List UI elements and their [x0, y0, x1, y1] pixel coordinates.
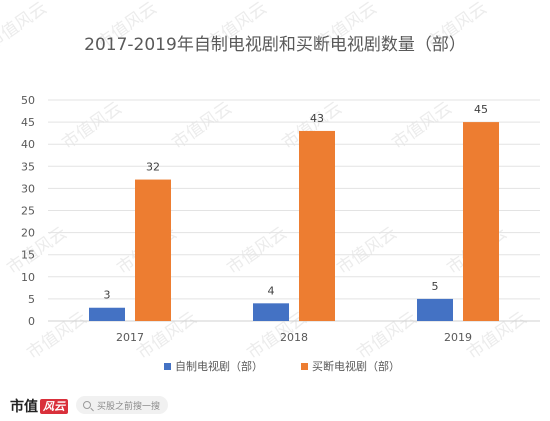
watermark-text: 市值风云: [354, 308, 421, 363]
y-tick-label: 10: [21, 271, 35, 284]
y-tick-label: 25: [21, 205, 35, 218]
y-tick-label: 20: [21, 227, 35, 240]
search-icon: [83, 401, 91, 409]
legend-label: 自制电视剧（部）: [175, 359, 263, 373]
bar: [417, 298, 453, 321]
x-axis-ticks: 2017 2018 2019: [116, 331, 472, 344]
watermark-text: 市值风云: [169, 98, 236, 153]
bar: [135, 179, 171, 321]
legend: 自制电视剧（部） 买断电视剧（部）: [164, 359, 400, 373]
y-axis-ticks: 0 5 10 15 20 25 30 35 40 45 50: [21, 94, 35, 328]
x-tick-label: 2017: [116, 331, 144, 344]
logo-mark: 风云: [40, 398, 68, 414]
chart-card: 市值风云 市值风云 市值风云 市值风云 市值风云 市值风云 市值风云 市值风云 市值风云 市值风云…: [0, 0, 540, 373]
legend-swatch: [301, 363, 308, 370]
footer-bar: 市值 风云 买股之前搜一搜: [0, 390, 550, 421]
data-label: 43: [310, 112, 324, 125]
bar: [89, 307, 125, 321]
legend-label: 买断电视剧（部）: [312, 359, 400, 373]
data-label: 45: [474, 103, 488, 116]
watermark-text: 市值风云: [0, 0, 51, 54]
y-tick-label: 5: [28, 293, 35, 306]
bar: [253, 303, 289, 321]
data-label: 4: [268, 284, 275, 297]
y-tick-label: 50: [21, 94, 35, 107]
logo-text: 市值: [10, 399, 38, 415]
data-label: 5: [432, 280, 439, 293]
x-tick-label: 2019: [444, 331, 472, 344]
x-tick-label: 2018: [280, 331, 308, 344]
search-placeholder: 买股之前搜一搜: [97, 401, 161, 412]
chart-title: 2017-2019年自制电视剧和买断电视剧数量（部）: [84, 35, 466, 55]
data-label: 32: [146, 161, 160, 174]
data-label: 3: [104, 289, 111, 302]
search-box[interactable]: 买股之前搜一搜: [76, 396, 168, 414]
bars: 3 32 4 43 5 45: [89, 103, 499, 321]
legend-swatch: [164, 363, 171, 370]
y-tick-label: 0: [28, 315, 35, 328]
watermark-text: 市值风云: [4, 223, 71, 278]
y-tick-label: 15: [21, 249, 35, 262]
y-tick-label: 35: [21, 160, 35, 173]
gridlines: [48, 99, 540, 322]
watermark-text: 市值风云: [224, 223, 291, 278]
brand-logo[interactable]: 市值 风云: [10, 397, 68, 415]
y-tick-label: 45: [21, 116, 35, 129]
y-tick-label: 30: [21, 182, 35, 195]
watermark-text: 市值风云: [59, 98, 126, 153]
bar: [463, 122, 499, 321]
watermark-text: 市值风云: [334, 223, 401, 278]
bar: [299, 130, 335, 321]
y-tick-label: 40: [21, 138, 35, 151]
watermark-text: 市值风云: [389, 98, 456, 153]
